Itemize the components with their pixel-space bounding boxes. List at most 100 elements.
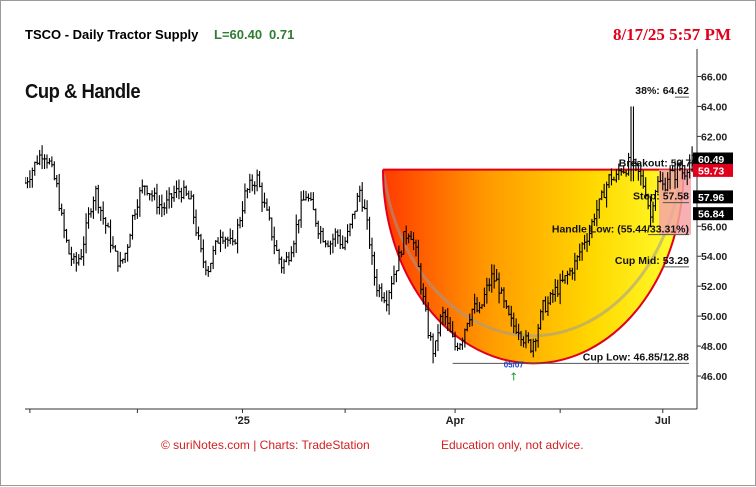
cup-shadow [382, 173, 683, 338]
price-bar [235, 218, 240, 254]
price-bar [218, 229, 223, 253]
price-bar [316, 220, 320, 239]
price-tag [693, 152, 733, 166]
price-bar [108, 219, 113, 253]
y-tick-label: 64.00 [701, 101, 727, 113]
price-bar [118, 251, 122, 268]
price-bar [377, 284, 381, 298]
price-bar [187, 190, 191, 200]
price-bar [143, 185, 147, 196]
price-bar [221, 231, 225, 244]
price-bar [375, 268, 379, 297]
price-tag-label: 57.96 [698, 192, 724, 204]
price-bar [60, 203, 64, 216]
x-tick-label: '25 [235, 415, 250, 427]
price-bar [358, 185, 362, 203]
price-bar [382, 292, 386, 304]
handle-low-label: Handle Low: (55.44/33.31%) [552, 224, 689, 236]
price-bar [297, 219, 301, 234]
price-bar [138, 187, 142, 217]
price-bar [189, 190, 193, 200]
price-bar [238, 216, 242, 229]
price-bar [301, 190, 306, 201]
price-bar [160, 194, 164, 217]
price-bar [331, 233, 335, 254]
price-bar [365, 200, 369, 230]
price-bar [250, 174, 254, 192]
price-bar [216, 237, 220, 244]
price-bar [62, 209, 66, 239]
price-bar [192, 194, 196, 225]
price-bar [272, 226, 276, 255]
price-bar [42, 154, 47, 169]
price-bar [433, 340, 438, 357]
price-bar [194, 209, 198, 237]
price-bar [72, 253, 76, 264]
price-tag [693, 207, 733, 221]
price-bar [69, 246, 74, 266]
y-tick-label: 48.00 [701, 341, 727, 353]
price-bar [211, 245, 215, 270]
cup-low-label: Cup Low: 46.85/12.88 [583, 351, 689, 363]
price-bar [240, 201, 245, 228]
price-bar [165, 190, 169, 214]
price-bar [155, 183, 159, 215]
price-bar [260, 182, 264, 213]
price-bar [96, 184, 100, 214]
price-change: 0.71 [269, 27, 295, 42]
price-bar [277, 248, 281, 265]
price-bar [101, 201, 105, 225]
price-bar [57, 173, 61, 212]
price-bar [91, 196, 96, 219]
price-bar [436, 324, 440, 352]
price-bar [196, 226, 201, 240]
price-bar [336, 229, 340, 244]
y-tick-label: 56.00 [701, 221, 727, 233]
price-bar [177, 179, 181, 200]
price-bar [275, 240, 279, 252]
y-tick-label: 66.00 [701, 71, 727, 83]
price-bar [25, 177, 30, 189]
price-bar [380, 283, 384, 302]
price-bar [458, 343, 462, 350]
price-bar [389, 276, 394, 300]
price-bar [257, 171, 262, 188]
cup-fill [382, 169, 684, 364]
timestamp: 8/17/25 5:57 PM [612, 25, 731, 44]
footer-credit: © suriNotes.com | Charts: TradeStation [161, 438, 370, 452]
price-bar [333, 228, 337, 247]
price-bar [455, 342, 460, 352]
price-bar [223, 236, 227, 249]
price-bar [226, 236, 230, 247]
y-tick-label: 50.00 [701, 311, 727, 323]
price-bar [394, 270, 399, 283]
price-bar [204, 260, 208, 276]
up-arrow-icon: ↑ [509, 370, 518, 383]
price-bar [353, 210, 357, 220]
stop-label: Stop: 57.58 [633, 191, 689, 203]
price-bar [201, 239, 205, 269]
price-bar [209, 262, 213, 273]
price-bar [306, 193, 311, 202]
price-bar [38, 149, 42, 166]
price-tag-label: 60.49 [698, 154, 724, 166]
price-bar [314, 208, 318, 227]
price-bar [253, 181, 257, 195]
price-bar [265, 198, 269, 211]
price-bar [152, 187, 157, 201]
price-bar [67, 239, 71, 255]
price-bar [287, 251, 291, 266]
price-bar [431, 333, 435, 364]
price-bar [341, 235, 345, 249]
price-tag-label: 56.84 [698, 209, 724, 221]
price-bar [294, 214, 298, 253]
cup-mid-label: Cup Mid: 53.29 [615, 255, 689, 267]
price-bar [199, 233, 203, 253]
price-bar [172, 185, 176, 202]
price-bar [79, 248, 83, 261]
price-tag-label: 59.73 [698, 165, 724, 177]
price-bar [255, 169, 259, 192]
price-bar [162, 202, 166, 216]
price-bar [84, 213, 88, 254]
